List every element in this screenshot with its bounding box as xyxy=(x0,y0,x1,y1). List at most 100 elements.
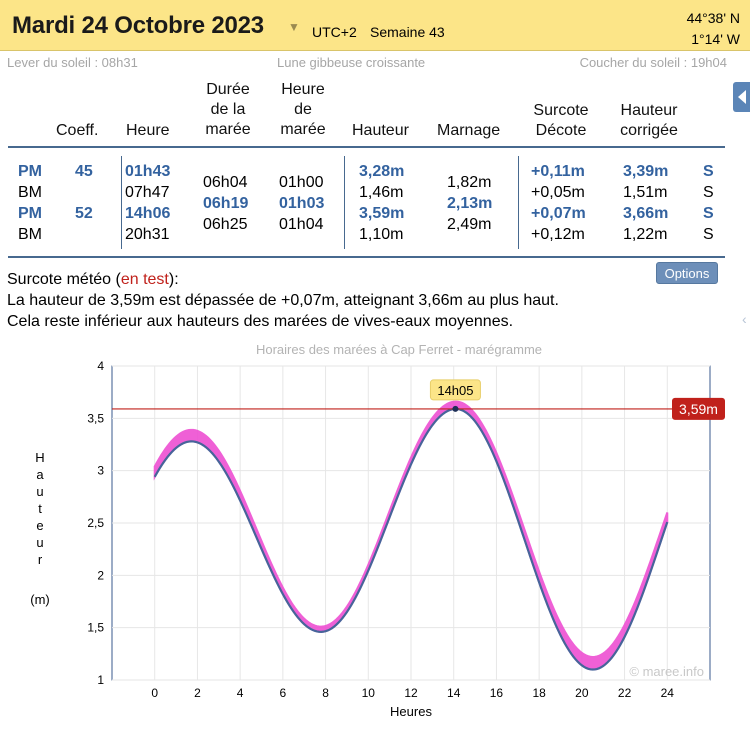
row-heure: 20h31 xyxy=(125,226,170,243)
threshold-badge xyxy=(672,397,725,420)
header-corrigee-line1: Hauteur xyxy=(620,102,678,119)
y-axis-label-letter: u xyxy=(36,484,43,499)
row-type: BM xyxy=(18,184,42,201)
sunrise-text: Lever du soleil : 08h31 xyxy=(7,55,138,70)
row-surcote: +0,11m xyxy=(531,163,585,180)
row-hauteur: 1,46m xyxy=(359,184,404,201)
coordinates: 44°38' N 1°14' W xyxy=(687,8,740,50)
y-tick-label: 2,5 xyxy=(87,516,104,530)
interval-heure-maree: 01h03 xyxy=(279,195,325,212)
tide-chart-svg: Horaires des marées à Cap Ferret - marég… xyxy=(30,342,725,719)
header-hauteur-corrigee: Hauteur corrigée xyxy=(614,101,684,141)
surcote-heading: Surcote météo (en test): xyxy=(7,269,559,290)
header-duree: Durée de la marée xyxy=(200,80,256,140)
time-marker-badge xyxy=(429,379,481,401)
x-tick-label: 0 xyxy=(151,686,158,700)
tide-curve xyxy=(153,407,669,671)
header-corrigee-line2: corrigée xyxy=(620,122,678,139)
row-hauteur: 3,59m xyxy=(359,205,405,222)
header-marnage: Marnage xyxy=(437,122,501,139)
header-surcote-line2: Décote xyxy=(535,122,587,139)
column-divider xyxy=(518,156,519,249)
table-top-rule xyxy=(8,146,725,148)
header-surcote: Surcote Décote xyxy=(528,101,594,141)
row-flag[interactable]: S xyxy=(703,205,714,222)
interval-marnage: 2,49m xyxy=(447,216,492,233)
x-tick-label: 4 xyxy=(237,686,244,700)
x-tick-label: 24 xyxy=(661,686,675,700)
x-tick-label: 2 xyxy=(194,686,201,700)
row-coeff: 52 xyxy=(75,205,93,222)
row-type: BM xyxy=(18,226,42,243)
row-type: PM xyxy=(18,205,42,222)
row-flag[interactable]: S xyxy=(703,184,714,201)
options-button[interactable]: Options xyxy=(656,262,718,284)
header-coeff: Coeff. xyxy=(56,122,99,139)
surcote-line-2: Cela reste inférieur aux hauteurs des ma… xyxy=(7,313,514,330)
y-tick-label: 1,5 xyxy=(87,621,104,635)
y-axis-unit: (m) xyxy=(30,592,50,607)
chart-title: Horaires des marées à Cap Ferret - marég… xyxy=(256,342,542,357)
row-corrigee: 1,51m xyxy=(623,184,668,201)
threshold-label: 3,59m xyxy=(679,401,718,417)
y-tick-label: 1 xyxy=(97,673,104,687)
y-axis-label-letter: H xyxy=(35,450,44,465)
time-marker-label: 14h05 xyxy=(437,383,473,398)
interval-duree: 06h19 xyxy=(203,195,249,212)
x-tick-label: 16 xyxy=(490,686,504,700)
row-heure: 14h06 xyxy=(125,205,171,222)
interval-heure-maree: 01h04 xyxy=(279,216,324,233)
y-axis-label-letter: a xyxy=(36,467,44,482)
x-axis-label: Heures xyxy=(390,704,432,719)
y-axis-label-letter: e xyxy=(36,518,43,533)
row-type: PM xyxy=(18,163,42,180)
side-panel-toggle[interactable] xyxy=(733,82,750,112)
row-surcote: +0,12m xyxy=(531,226,585,243)
y-tick-label: 4 xyxy=(97,359,104,373)
header-duree-line2: de la xyxy=(210,101,246,118)
interval-heure-maree: 01h00 xyxy=(279,174,324,191)
sunset-text: Coucher du soleil : 19h04 xyxy=(579,55,727,70)
row-corrigee: 3,39m xyxy=(623,163,669,180)
y-tick-label: 3,5 xyxy=(87,411,104,425)
surcote-label-end: ): xyxy=(168,271,179,288)
x-tick-label: 8 xyxy=(322,686,329,700)
date-header: Mardi 24 Octobre 2023 ▼ UTC+2 Semaine 43… xyxy=(0,0,750,51)
y-tick-label: 2 xyxy=(97,568,104,582)
x-tick-label: 12 xyxy=(404,686,418,700)
header-surcote-line1: Surcote xyxy=(533,102,589,119)
row-flag[interactable]: S xyxy=(703,163,714,180)
row-hauteur: 3,28m xyxy=(359,163,405,180)
interval-marnage: 2,13m xyxy=(447,195,493,212)
header-duree-line1: Durée xyxy=(206,81,250,98)
row-corrigee: 1,22m xyxy=(623,226,668,243)
header-heure: Heure xyxy=(126,122,170,139)
chart-watermark: © maree.info xyxy=(629,664,704,679)
week-label: Semaine 43 xyxy=(370,24,445,40)
interval-marnage: 1,82m xyxy=(447,174,492,191)
header-heure-maree-line2: de xyxy=(294,101,312,118)
surcote-line-1: La hauteur de 3,59m est dépassée de +0,0… xyxy=(7,292,559,309)
x-tick-label: 6 xyxy=(280,686,287,700)
y-axis-label-letter: r xyxy=(38,552,43,567)
row-heure: 07h47 xyxy=(125,184,170,201)
surcote-label: Surcote météo ( xyxy=(7,271,121,288)
moon-phase-text: Lune gibbeuse croissante xyxy=(277,55,426,70)
header-hauteur: Hauteur xyxy=(352,122,409,139)
x-tick-label: 18 xyxy=(532,686,546,700)
table-bottom-rule xyxy=(8,256,725,258)
header-heure-maree-line3: marée xyxy=(280,121,326,138)
row-heure: 01h43 xyxy=(125,163,171,180)
en-test-link[interactable]: en test xyxy=(120,271,169,288)
date-title[interactable]: Mardi 24 Octobre 2023 xyxy=(12,12,264,39)
x-tick-label: 20 xyxy=(575,686,589,700)
row-flag[interactable]: S xyxy=(703,226,714,243)
x-tick-label: 22 xyxy=(618,686,632,700)
chevron-left-icon[interactable]: ‹ xyxy=(742,311,747,327)
latitude: 44°38' N xyxy=(686,10,740,26)
header-duree-line3: marée xyxy=(205,121,251,138)
arrow-left-icon xyxy=(738,90,746,104)
row-hauteur: 1,10m xyxy=(359,226,404,243)
y-axis-label-letter: u xyxy=(36,535,43,550)
date-dropdown-icon[interactable]: ▼ xyxy=(288,20,300,34)
